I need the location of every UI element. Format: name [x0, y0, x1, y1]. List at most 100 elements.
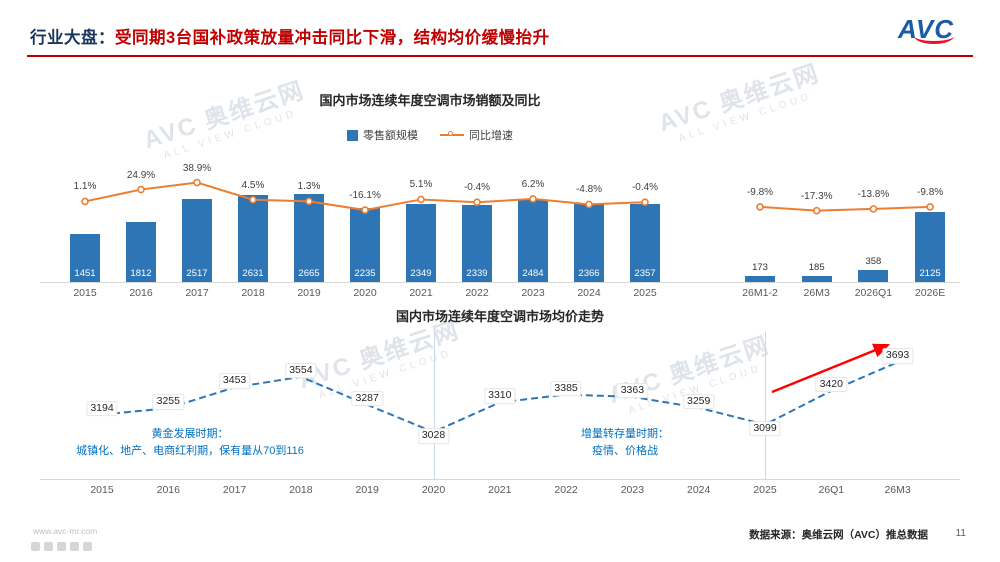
qr-code-icon [57, 542, 66, 551]
price-value-label: 3310 [484, 388, 516, 405]
bar-value-label: 185 [808, 262, 825, 273]
x-axis-label: 2021 [409, 287, 433, 299]
x-axis-label: 2015 [90, 484, 114, 496]
annotation-body: 疫情、价格战 [592, 445, 658, 458]
bar-value-label: 2357 [634, 268, 656, 279]
title-highlight: 受同期3台国补政策放量冲击同比下滑，结构均价缓慢抬升 [115, 29, 550, 47]
retail-bar-2022 [462, 205, 492, 282]
bar-value-label: 1451 [74, 268, 96, 279]
retail-bar-2021 [406, 204, 436, 282]
phase-divider [433, 332, 435, 480]
x-axis-label: 2025 [633, 287, 657, 299]
x-axis-label: 2018 [241, 287, 265, 299]
x-axis-label: 2020 [353, 287, 377, 299]
annotation-title: 增量转存量时期： [581, 428, 669, 440]
retail-bar-2015 [70, 234, 100, 282]
yoy-value-label: -9.8% [917, 186, 944, 198]
page-number: 11 [955, 528, 966, 539]
annotation-title: 黄金发展时期： [151, 428, 229, 440]
bar-value-label: 2339 [466, 268, 488, 279]
retail-bar-2026E [915, 212, 946, 282]
annotation-golden-era: 黄金发展时期： 城镇化、地产、电商红利期，保有量从70到116 [55, 426, 325, 460]
yoy-value-label: -0.4% [463, 182, 491, 194]
avg-price-chart: 黄金发展时期： 城镇化、地产、电商红利期，保有量从70到116 增量转存量时期：… [40, 332, 960, 496]
x-axis-label: 2024 [687, 484, 711, 496]
legend-item-retail: 零售额规模 [347, 127, 418, 143]
annotation-stock-era: 增量转存量时期： 疫情、价格战 [505, 426, 745, 460]
x-axis-label: 26M1-2 [742, 287, 778, 299]
price-value-label: 3255 [152, 394, 184, 410]
x-axis-label: 2017 [185, 287, 209, 299]
page-title: 行业大盘：受同期3台国补政策放量冲击同比下滑，结构均价缓慢抬升 [30, 24, 550, 48]
yoy-value-label: -0.4% [631, 182, 659, 194]
bar-value-label: 2349 [410, 268, 432, 279]
yoy-value-label: -13.8% [857, 188, 890, 200]
bar-value-label: 2366 [578, 268, 600, 279]
retail-bar-26M3 [801, 276, 832, 282]
legend-line-swatch [440, 131, 464, 136]
yoy-value-label: 1.1% [73, 181, 97, 193]
weibo-icon [44, 542, 53, 551]
yoy-value-label: 38.9% [182, 162, 212, 174]
price-value-label: 3099 [749, 420, 781, 437]
retail-bar-2017 [182, 199, 212, 282]
price-value-label: 3287 [351, 390, 383, 407]
x-axis-label: 2016 [156, 484, 180, 496]
bar-value-label: 358 [865, 256, 882, 267]
yoy-value-label: 24.9% [126, 169, 156, 181]
retail-bar-2025 [630, 204, 660, 282]
header-divider [27, 55, 973, 57]
x-axis-label: 2017 [222, 484, 247, 496]
annotation-body: 城镇化、地产、电商红利期，保有量从70到116 [76, 445, 304, 458]
x-axis-label: 26M3 [803, 287, 830, 299]
yoy-value-label: -9.8% [746, 186, 774, 198]
x-axis-label: 2021 [488, 484, 512, 496]
legend-item-yoy: 同比增速 [440, 127, 513, 143]
price-value-label: 3259 [683, 393, 715, 410]
x-axis-label: 2015 [73, 287, 97, 299]
bar-value-label: 2665 [298, 268, 320, 279]
mail-icon [83, 542, 92, 551]
yoy-value-label: 1.3% [297, 181, 321, 193]
phase-divider [765, 332, 766, 480]
x-axis-label: 2020 [421, 484, 446, 496]
yoy-value-label: -17.3% [800, 190, 833, 202]
data-source-note: 数据来源：奥维云网（AVC）推总数据 [749, 529, 928, 541]
retail-bar-2026Q1 [858, 270, 889, 282]
x-axis-label: 2019 [355, 484, 379, 496]
retail-bar-2023 [518, 200, 548, 282]
bar-value-label: 173 [752, 262, 768, 273]
bar-value-label: 2125 [919, 268, 941, 279]
legend-label-yoy: 同比增速 [469, 130, 513, 142]
bar-value-label: 2484 [522, 268, 544, 279]
price-value-label: 3028 [417, 428, 450, 444]
chart1-title: 国内市场连续年度空调市场销额及同比 [319, 93, 541, 108]
x-axis-label: 2023 [521, 287, 545, 299]
bar-value-label: 2631 [242, 268, 264, 279]
video-icon [70, 542, 79, 551]
x-axis-label: 2023 [620, 484, 645, 496]
legend-label-retail: 零售额规模 [363, 130, 418, 142]
x-axis-label: 2024 [577, 287, 601, 299]
chart1-legend: 零售额规模 同比增速 [0, 127, 860, 143]
price-value-label: 3420 [815, 377, 847, 393]
footer-social-icons [31, 542, 92, 551]
price-value-label: 3194 [86, 400, 118, 417]
wechat-icon [31, 542, 40, 551]
retail-bar-26M1-2 [745, 276, 775, 282]
x-axis-label: 2026Q1 [854, 287, 893, 299]
yoy-value-label: -16.1% [349, 190, 381, 202]
avc-logo: AVC [898, 14, 968, 50]
x-axis-label: 2026E [914, 287, 946, 299]
x-axis-label: 26M3 [884, 484, 911, 496]
chart2-title: 国内市场连续年度空调市场均价走势 [395, 309, 604, 324]
yoy-value-label: 6.2% [521, 178, 545, 190]
x-axis-label: 2022 [554, 484, 578, 496]
price-value-label: 3554 [285, 362, 317, 379]
x-axis-label: 2018 [289, 484, 313, 496]
price-value-label: 3693 [881, 348, 914, 364]
legend-bar-swatch [347, 129, 358, 141]
sales-yoy-chart: 1451 2015 1812 2016 2517 2017 2631 2018 2665 2019… [40, 150, 960, 299]
avc-logo-swoosh-icon [914, 28, 954, 44]
